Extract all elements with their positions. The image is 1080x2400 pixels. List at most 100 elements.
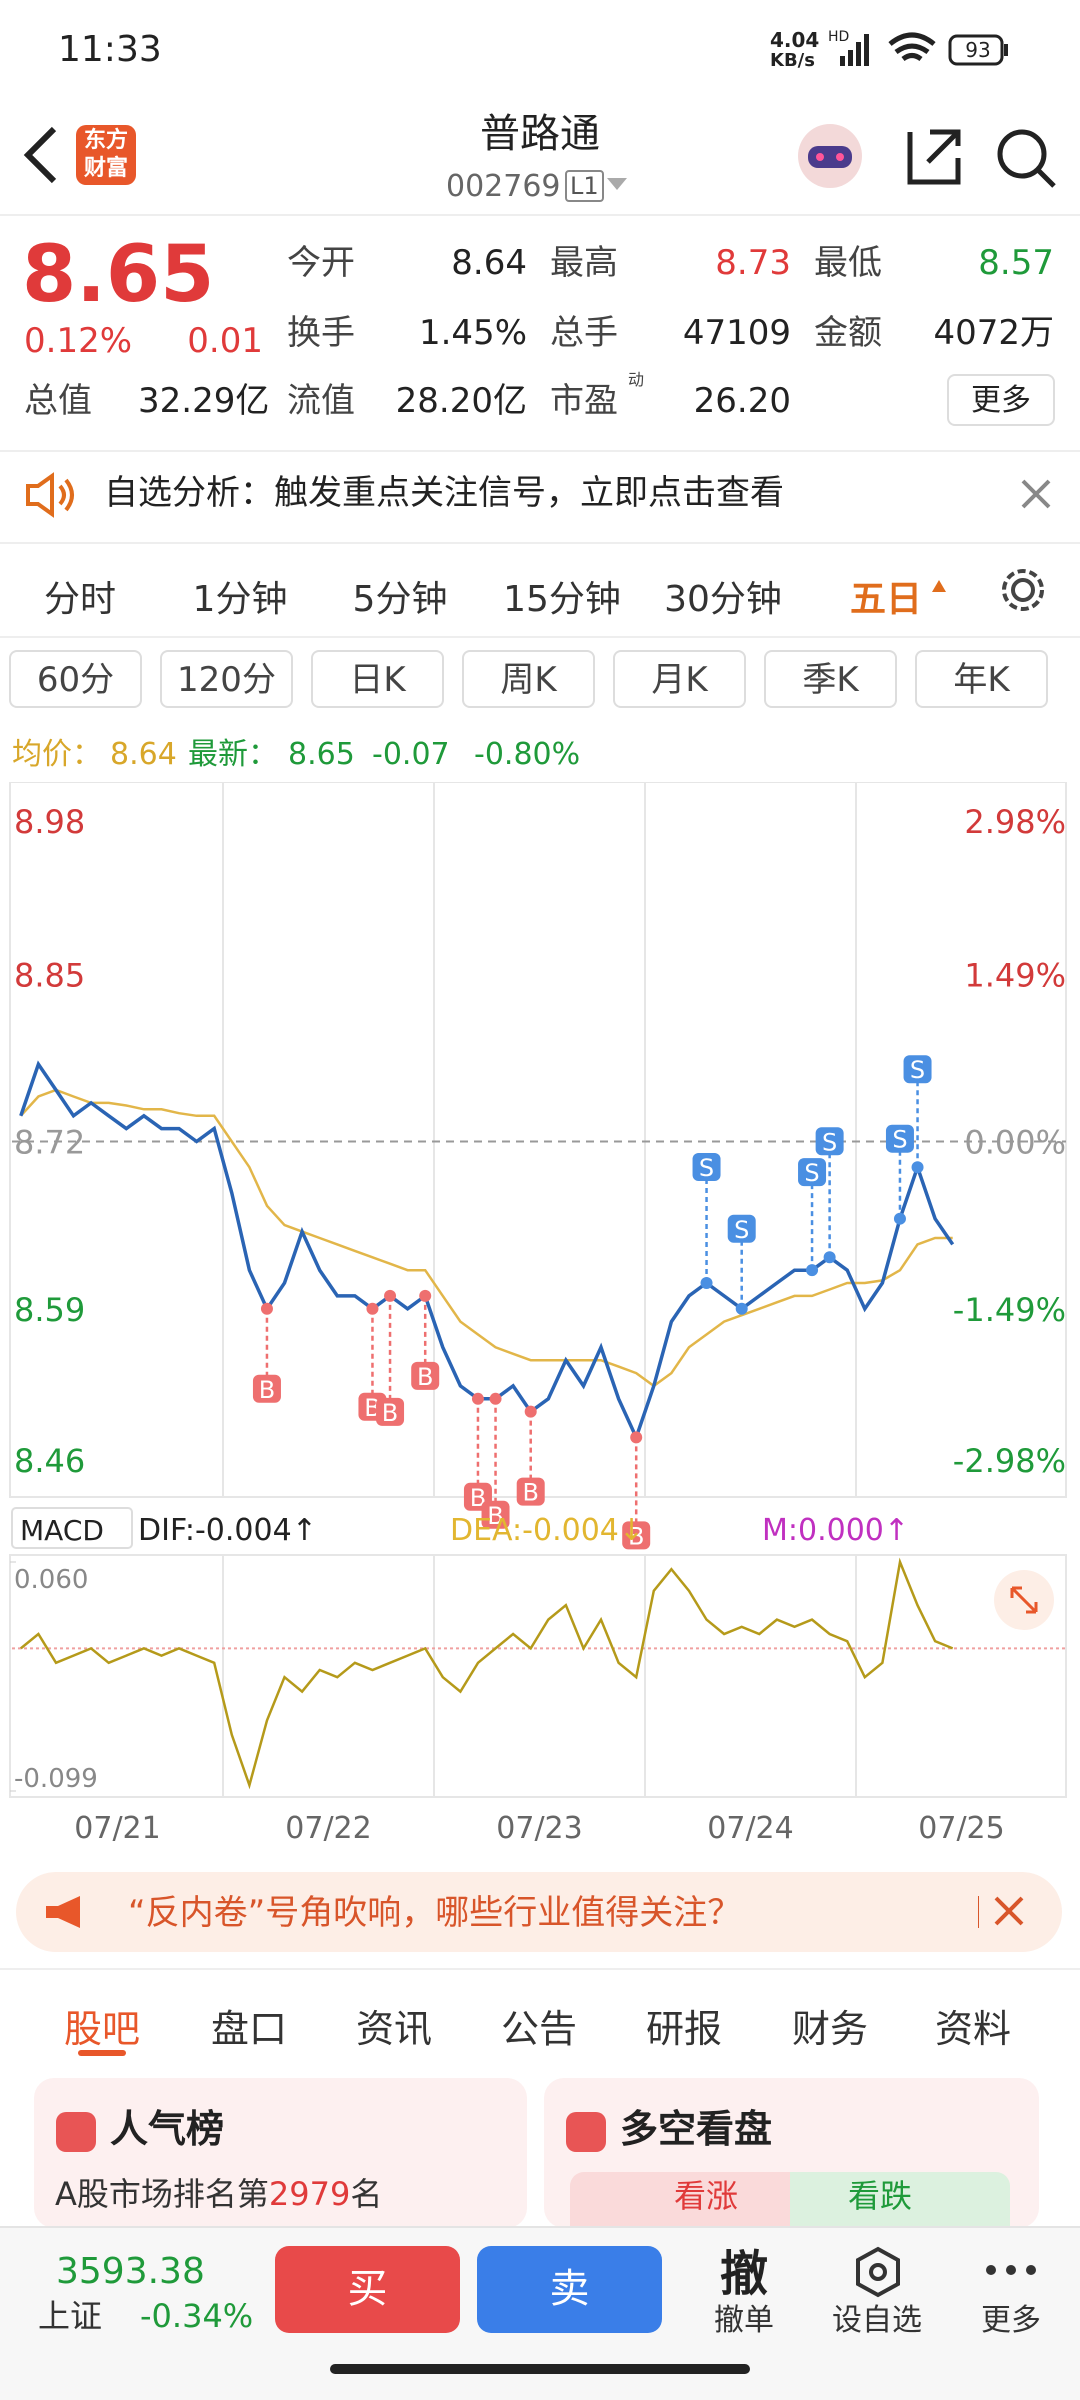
- x-tick-label: 07/23: [496, 1811, 582, 1846]
- tab-underline: [78, 2050, 126, 2056]
- signal-dot: [630, 1431, 643, 1444]
- signal-label: S: [804, 1159, 819, 1187]
- macd-select: [11, 1507, 133, 1549]
- macd-frame: [9, 1554, 1067, 1798]
- dif-line: [20, 1557, 954, 1790]
- speaker-icon: [26, 472, 74, 518]
- period-tab[interactable]: 30分钟: [664, 579, 782, 620]
- change: 0.01: [187, 321, 263, 361]
- kline-tab[interactable]: 年K: [915, 650, 1048, 708]
- macd-tick-label: 0.060: [14, 1565, 88, 1595]
- watch-icon[interactable]: [852, 2246, 904, 2298]
- signal-dot: [366, 1302, 379, 1315]
- period-tab[interactable]: 5分钟: [352, 579, 448, 620]
- signal-label: S: [734, 1216, 749, 1244]
- content-tab[interactable]: 股吧: [63, 2007, 141, 2051]
- field-label: 总手: [550, 313, 618, 353]
- kline-tab[interactable]: 月K: [613, 650, 746, 708]
- notice[interactable]: 自选分析：触发重点关注信号，立即点击查看: [104, 473, 784, 513]
- signal-dot: [735, 1302, 748, 1315]
- signal-dot: [471, 1392, 484, 1405]
- kline-tab[interactable]: 周K: [462, 650, 595, 708]
- price: 8.65: [22, 230, 215, 320]
- signal-dot: [524, 1405, 537, 1418]
- kline-tab[interactable]: 季K: [764, 650, 897, 708]
- more-icon[interactable]: [985, 2262, 1037, 2278]
- logo[interactable]: 东方财富: [76, 125, 136, 185]
- x-tick-label: 07/21: [74, 1811, 160, 1846]
- latest-change: -0.07: [372, 737, 450, 772]
- banner-close[interactable]: [978, 1894, 1028, 1930]
- status-icons: [840, 32, 1008, 66]
- y2-tick-label: 2.98%: [964, 803, 1066, 841]
- up-box[interactable]: [570, 2172, 790, 2228]
- kline-tab[interactable]: 日K: [311, 650, 444, 708]
- content-tab[interactable]: 公告: [500, 2007, 578, 2051]
- latest-pct: -0.80%: [474, 737, 581, 772]
- signal-label: S: [822, 1128, 837, 1156]
- signal-dot: [911, 1161, 924, 1174]
- pe-sup: 动: [628, 370, 645, 389]
- signal-box: [516, 1477, 545, 1506]
- macd-name: MACD: [20, 1514, 104, 1547]
- float: 28.20亿: [395, 381, 527, 421]
- period-tab[interactable]: 五日: [849, 579, 923, 620]
- field-value: 4072万: [933, 313, 1054, 353]
- y-tick-label: 8.98: [14, 803, 85, 841]
- dropdown[interactable]: [605, 176, 629, 192]
- down-box[interactable]: [790, 2172, 1010, 2228]
- close[interactable]: [1020, 478, 1052, 510]
- content-tab[interactable]: 资料: [934, 2007, 1012, 2051]
- banner[interactable]: [16, 1872, 1062, 1952]
- more-button[interactable]: 更多: [947, 374, 1055, 426]
- content-tab[interactable]: 财务: [791, 2007, 869, 2051]
- hot-prefix: A股市场排名第2979名: [55, 2178, 382, 2210]
- period-tab[interactable]: 15分钟: [503, 579, 621, 620]
- x-tick-label: 07/22: [285, 1811, 371, 1846]
- banner-text[interactable]: “反内卷”号角吹响，哪些行业值得关注？: [128, 1893, 742, 1933]
- signal-label: B: [259, 1376, 275, 1404]
- kline-tab[interactable]: 120分: [160, 650, 293, 708]
- macd-dea: DEA:-0.004↓: [450, 1513, 644, 1548]
- period-tab[interactable]: 1分钟: [192, 579, 288, 620]
- kline-tab[interactable]: 60分: [9, 650, 142, 708]
- stock-name: 普路通: [480, 111, 600, 157]
- index[interactable]: 3593.38: [56, 2251, 205, 2292]
- stock-code: 002769: [446, 169, 561, 204]
- hot-rank: 2979: [268, 2175, 351, 2213]
- back[interactable]: [20, 125, 60, 185]
- content-tab[interactable]: 研报: [645, 2007, 723, 2051]
- signal-label: B: [522, 1479, 538, 1507]
- settings[interactable]: [998, 565, 1048, 615]
- divider: [0, 636, 1080, 638]
- header-icons[interactable]: [790, 118, 1070, 198]
- macd-m: M:0.000↑: [762, 1513, 909, 1548]
- hot-card[interactable]: [34, 2078, 527, 2228]
- cancel[interactable]: 撤单: [714, 2303, 774, 2338]
- x-tick-label: 07/25: [918, 1811, 1004, 1846]
- sell-button[interactable]: 卖: [477, 2246, 662, 2333]
- signal-label: S: [910, 1056, 925, 1084]
- content-tab[interactable]: 盘口: [210, 2007, 288, 2051]
- avg: 8.64: [110, 737, 177, 772]
- notice-bar[interactable]: [0, 450, 1080, 544]
- macd-dif: DIF:-0.004↑: [138, 1513, 317, 1548]
- signal-dot: [384, 1289, 397, 1302]
- content-tab[interactable]: 资讯: [355, 2007, 433, 2051]
- y2-tick-label: -2.98%: [953, 1442, 1066, 1480]
- signal-label: B: [628, 1522, 644, 1550]
- signal-label: B: [417, 1363, 433, 1391]
- signal-dot: [806, 1264, 819, 1277]
- field-label: 今开: [287, 243, 355, 283]
- pe: 26.20: [693, 381, 791, 421]
- signal-box: [798, 1158, 827, 1187]
- period-tab[interactable]: 分时: [43, 579, 117, 620]
- cancel-icon[interactable]: 撤: [719, 2246, 769, 2302]
- divider: [0, 214, 1080, 216]
- more[interactable]: 更多: [981, 2303, 1041, 2338]
- watch[interactable]: 设自选: [832, 2303, 922, 2338]
- buy-button[interactable]: 买: [275, 2246, 460, 2333]
- field-label: 最高: [550, 243, 618, 283]
- signal-box: [727, 1214, 756, 1243]
- latest: 8.65: [288, 737, 355, 772]
